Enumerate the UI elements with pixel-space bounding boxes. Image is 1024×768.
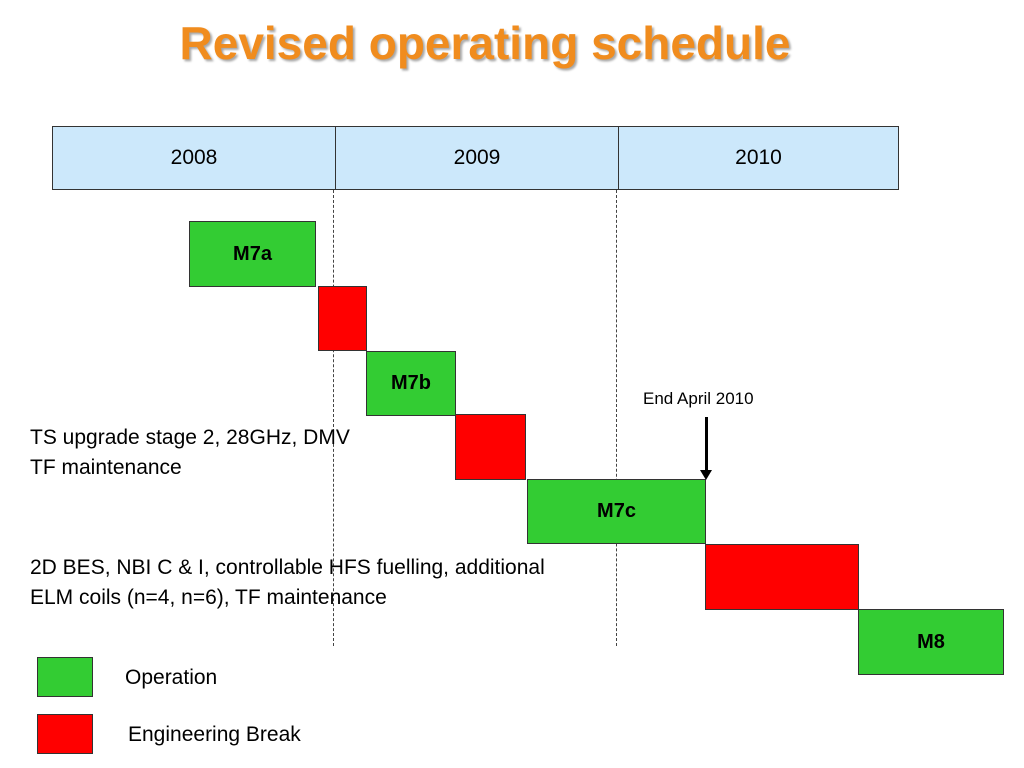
break-note-1-line-1: TS upgrade stage 2, 28GHz, DMV	[30, 426, 350, 449]
year-2010: 2010	[618, 127, 898, 189]
break-note-1: TS upgrade stage 2, 28GHz, DMV TF mainte…	[30, 423, 350, 483]
break-note-2: 2D BES, NBI C & I, controllable HFS fuel…	[30, 553, 545, 613]
end-marker-label: End April 2010	[643, 389, 754, 408]
block-m8: M8	[858, 609, 1004, 675]
break-note-2-line-1: 2D BES, NBI C & I, controllable HFS fuel…	[30, 556, 545, 579]
block-break-3	[705, 544, 859, 610]
legend-operation-label: Operation	[125, 666, 218, 689]
arrow-down-icon	[700, 470, 712, 480]
legend-break-swatch	[37, 714, 93, 754]
legend-break-label: Engineering Break	[128, 723, 301, 746]
end-marker-arrow-line	[705, 417, 708, 471]
block-m7a: M7a	[189, 221, 316, 287]
block-m7c: M7c	[527, 479, 706, 544]
break-note-1-line-2: TF maintenance	[30, 456, 182, 479]
legend-operation-swatch	[37, 657, 93, 697]
break-note-2-line-2: ELM coils (n=4, n=6), TF maintenance	[30, 586, 387, 609]
year-band: 2008 2009 2010	[52, 126, 899, 190]
block-break-2	[455, 414, 526, 480]
year-divider-2009	[333, 190, 334, 646]
page-title: Revised operating schedule	[179, 17, 791, 69]
block-break-1	[318, 286, 367, 351]
block-m7b: M7b	[366, 351, 456, 416]
year-divider-2010	[616, 190, 617, 646]
year-2009: 2009	[335, 127, 618, 189]
year-2008: 2008	[53, 127, 335, 189]
